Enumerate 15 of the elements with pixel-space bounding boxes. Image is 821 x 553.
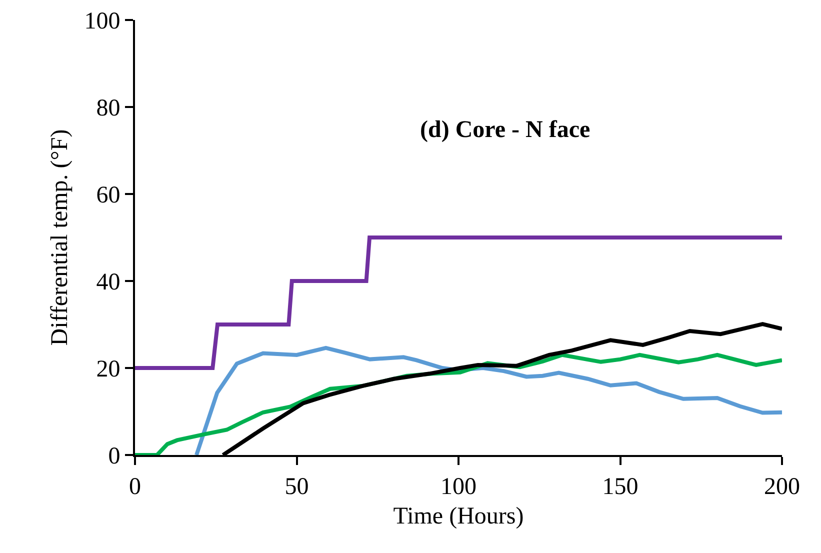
- line-series: [135, 236, 782, 370]
- x-tick-label: 50: [284, 474, 309, 500]
- x-tick-label: 150: [602, 474, 638, 500]
- x-tick-label: 100: [440, 474, 476, 500]
- x-tick-label: 0: [129, 474, 141, 500]
- y-tick-label: 0: [108, 443, 120, 470]
- y-tick-label: 60: [96, 182, 120, 208]
- y-tick-label: 20: [96, 356, 120, 382]
- y-tick-label: 100: [84, 8, 120, 34]
- y-axis-title: Differential temp. (°F): [46, 129, 73, 346]
- y-tick-label: 80: [96, 95, 120, 122]
- y-tick-label: 40: [96, 269, 120, 296]
- x-axis-title: Time (Hours): [393, 504, 524, 530]
- x-tick-label: 200: [764, 474, 800, 500]
- annotation: (d) Core - N face: [420, 117, 591, 143]
